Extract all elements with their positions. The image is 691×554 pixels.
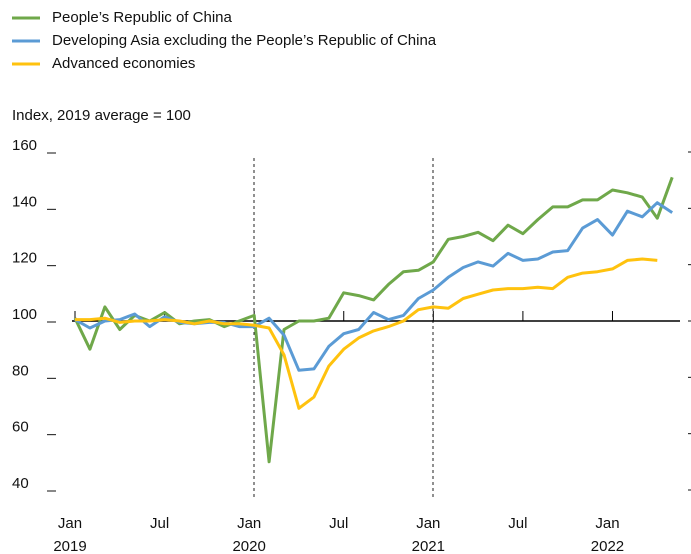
x-tick-label: Jan 2022: [590, 515, 625, 554]
y-axis-label: Index, 2019 average = 100: [12, 107, 191, 124]
y-tick-label: 60: [12, 419, 29, 436]
x-tick-label: Jul: [508, 515, 528, 532]
legend-label: People’s Republic of China: [52, 9, 232, 26]
y-tick-label: 40: [12, 475, 29, 492]
y-tick-label: 80: [12, 362, 29, 379]
legend-label: Developing Asia excluding the People’s R…: [52, 32, 437, 49]
y-tick-label: 120: [12, 250, 37, 267]
x-tick-label: Jul: [149, 515, 170, 532]
x-tick-label: Jul: [329, 515, 349, 532]
y-tick-label: 100: [12, 306, 37, 323]
series-line: [75, 257, 658, 410]
x-tick-label: Jan 2019: [53, 515, 87, 554]
y-tick-label: 160: [12, 137, 37, 154]
series-line: [74, 201, 674, 372]
legend-label: Advanced economies: [52, 55, 195, 72]
x-tick-label: Jan 2020: [232, 515, 266, 554]
y-tick-label: 140: [12, 193, 37, 210]
x-tick-label: Jan 2021: [411, 515, 445, 554]
